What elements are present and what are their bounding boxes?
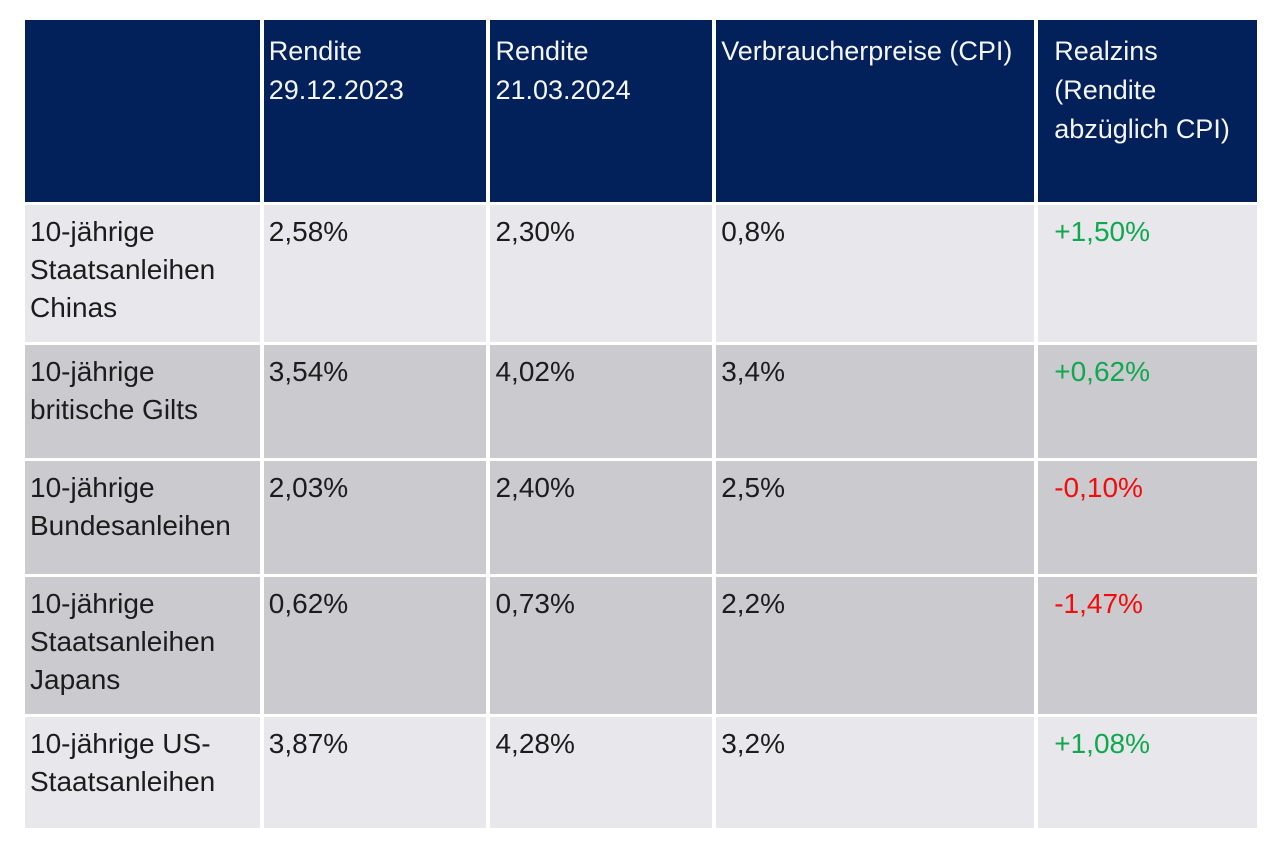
rendite-2023-value: 2,58% [263,205,487,342]
rendite-2023-value: 3,54% [263,345,487,458]
rendite-2024-value: 4,28% [490,717,713,828]
rendite-2024-value: 0,73% [490,577,713,714]
header-cell-rendite-2023: Rendite 29.12.2023 [263,20,487,202]
table-row-gilts: 10-jährige britische Gilts 3,54% 4,02% 3… [25,345,1257,458]
rendite-2023-value: 0,62% [263,577,487,714]
header-row: Rendite 29.12.2023 Rendite 21.03.2024 Ve… [25,20,1257,202]
row-label: 10-jährige britische Gilts [25,345,260,458]
row-label: 10-jährige Bundesanleihen [25,461,260,574]
row-label: 10-jährige Staatsanleihen Chinas [25,205,260,342]
table-row-japan: 10-jährige Staatsanleihen Japans 0,62% 0… [25,577,1257,714]
rendite-2024-value: 4,02% [490,345,713,458]
rendite-2023-value: 3,87% [263,717,487,828]
cpi-value: 3,4% [716,345,1035,458]
header-cell-empty [25,20,260,202]
row-label: 10-jährige US-Staatsanleihen [25,717,260,828]
row-label: 10-jährige Staatsanleihen Japans [25,577,260,714]
cpi-value: 2,5% [716,461,1035,574]
rendite-2023-value: 2,03% [263,461,487,574]
table-row-bund: 10-jährige Bundesanleihen 2,03% 2,40% 2,… [25,461,1257,574]
cpi-value: 2,2% [716,577,1035,714]
cpi-value: 0,8% [716,205,1035,342]
realzins-value: -1,47% [1038,577,1257,714]
header-cell-realzins: Realzins (Rendite abzüglich CPI) [1038,20,1257,202]
table-row-china: 10-jährige Staatsanleihen Chinas 2,58% 2… [25,205,1257,342]
rendite-2024-value: 2,30% [490,205,713,342]
table-row-us: 10-jährige US-Staatsanleihen 3,87% 4,28%… [25,717,1257,828]
realzins-value: +1,08% [1038,717,1257,828]
header-cell-cpi: Verbraucherpreise (CPI) [716,20,1035,202]
realzins-value: -0,10% [1038,461,1257,574]
realzins-value: +1,50% [1038,205,1257,342]
bond-yields-table: Rendite 29.12.2023 Rendite 21.03.2024 Ve… [21,17,1261,831]
rendite-2024-value: 2,40% [490,461,713,574]
header-cell-rendite-2024: Rendite 21.03.2024 [490,20,713,202]
cpi-value: 3,2% [716,717,1035,828]
realzins-value: +0,62% [1038,345,1257,458]
